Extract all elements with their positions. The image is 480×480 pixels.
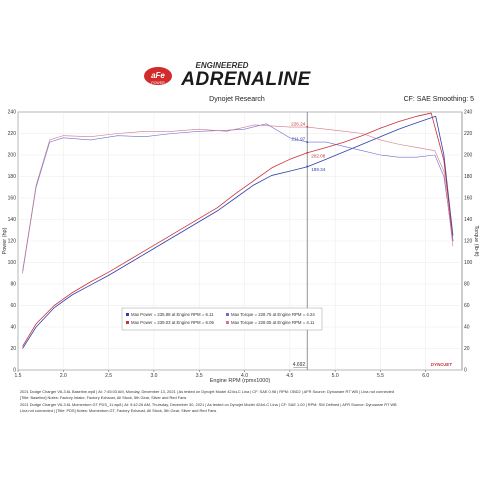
torque-curve-3 bbox=[22, 123, 454, 274]
cursor-value-label: 189.34 bbox=[311, 167, 325, 172]
legend-entry: Max Power = 235.88 at Engine RPM = 6.11 bbox=[131, 312, 214, 317]
dynojet-research-label: Dynojet Research bbox=[209, 96, 265, 103]
y-tick-label-right: 80 bbox=[464, 282, 470, 288]
legend-entry: Max Torque = 228.05 at Engine RPM = 4.11 bbox=[231, 320, 315, 325]
cursor-value-label: 211.97 bbox=[292, 137, 306, 142]
y-tick-label-right: 140 bbox=[464, 217, 473, 223]
afe-logo: aFe POWER bbox=[144, 67, 172, 85]
legend-swatch bbox=[126, 313, 129, 316]
x-tick-label: 2.5 bbox=[105, 373, 112, 379]
cursor: 4.692 226.24 211.97 202.08 189.34 bbox=[291, 112, 326, 370]
grid bbox=[17, 111, 462, 371]
y-tick-label-left: 220 bbox=[8, 131, 17, 137]
legend: Max Power = 235.88 at Engine RPM = 6.11 M… bbox=[121, 307, 323, 331]
legend-box bbox=[121, 307, 323, 331]
legend-swatch bbox=[226, 321, 229, 324]
y-tick-label-right: 200 bbox=[464, 153, 473, 159]
cursor-marker bbox=[306, 125, 309, 128]
y-tick-label-left: 100 bbox=[8, 260, 17, 266]
y-tick-label-left: 120 bbox=[8, 239, 17, 245]
y-tick-label-right: 180 bbox=[464, 174, 473, 180]
x-tick-label: 3.0 bbox=[150, 373, 157, 379]
x-tick-label: 3.5 bbox=[196, 373, 203, 379]
cursor-rpm-label: 4.692 bbox=[293, 362, 306, 368]
torque-curve-4 bbox=[22, 124, 454, 272]
y-tick-label-right: 20 bbox=[464, 346, 470, 352]
logo-sub: POWER bbox=[151, 81, 165, 85]
cursor-marker bbox=[306, 141, 309, 144]
y-tick-label-right: 120 bbox=[464, 239, 473, 245]
cursor-value-label: 226.24 bbox=[291, 121, 305, 126]
logo-text: aFe bbox=[151, 71, 165, 80]
x-tick-label: 4.5 bbox=[286, 373, 293, 379]
y-tick-label-left: 240 bbox=[8, 110, 17, 116]
run-footer: 2021 Dodge Charger V6-3.6L Baseline.wp8 … bbox=[20, 389, 397, 413]
y-tick-label-right: 160 bbox=[464, 196, 473, 202]
axes: 0 0 20 20 40 40 60 60 80 80 100 100 120 120 140 140 160 1… bbox=[8, 110, 473, 379]
legend-entry: Max Torque = 228.75 at Engine RPM = 4.24 bbox=[231, 312, 315, 317]
y-tick-label-left: 200 bbox=[8, 153, 17, 159]
cursor-marker bbox=[306, 151, 309, 154]
footer-line-1: 2021 Dodge Charger V6-3.6L Baseline.wp8 … bbox=[20, 389, 394, 394]
dynojet-watermark: DYNOJET bbox=[431, 362, 454, 367]
y-tick-label-left: 60 bbox=[10, 303, 16, 309]
x-tick-label: 4.0 bbox=[241, 373, 248, 379]
y-tick-label-left: 0 bbox=[13, 368, 16, 374]
y-tick-label-right: 220 bbox=[464, 131, 473, 137]
legend-entry: Max Power = 239.03 at Engine RPM = 6.06 bbox=[131, 320, 214, 325]
y-tick-label-right: 40 bbox=[464, 325, 470, 331]
y-axis-title-left: Power (hp) bbox=[2, 227, 8, 254]
cursor-value-label: 202.08 bbox=[311, 153, 325, 158]
x-tick-label: 5.0 bbox=[332, 373, 339, 379]
x-tick-label: 2.0 bbox=[60, 373, 67, 379]
series-lines bbox=[22, 112, 454, 349]
y-tick-label-left: 160 bbox=[8, 196, 17, 202]
legend-swatch bbox=[126, 321, 129, 324]
y-tick-label-left: 40 bbox=[10, 325, 16, 331]
footer-line-2: [Title: Baseline] Notes: Factory Intake,… bbox=[20, 395, 186, 400]
header: aFe POWER ENGINEERED ADRENALINE Dynojet … bbox=[144, 61, 474, 103]
x-axis-title: Engine RPM (rpmx1000) bbox=[210, 378, 271, 384]
legend-swatch bbox=[226, 313, 229, 316]
brand-top: ENGINEERED bbox=[196, 61, 249, 70]
y-tick-label-left: 180 bbox=[8, 174, 17, 180]
y-tick-label-right: 240 bbox=[464, 110, 473, 116]
y-tick-label-left: 140 bbox=[8, 217, 17, 223]
power-curve-2 bbox=[22, 112, 454, 347]
y-tick-label-right: 100 bbox=[464, 260, 473, 266]
x-tick-label: 5.5 bbox=[377, 373, 384, 379]
power-curve-1 bbox=[22, 115, 454, 349]
cf-smoothing-label: CF: SAE Smoothing: 5 bbox=[404, 96, 475, 103]
y-tick-label-left: 20 bbox=[10, 346, 16, 352]
y-axis-title-right: Torque (lb-ft) bbox=[473, 225, 479, 256]
y-tick-label-right: 60 bbox=[464, 303, 470, 309]
footer-line-3: 2021 Dodge Charger V6-3.6L Momentum GT P… bbox=[20, 402, 397, 407]
brand-main: ADRENALINE bbox=[180, 69, 311, 90]
y-tick-label-left: 80 bbox=[10, 282, 16, 288]
x-tick-label: 1.5 bbox=[15, 373, 22, 379]
x-tick-label: 6.0 bbox=[422, 373, 429, 379]
afe-logo-badge bbox=[144, 67, 172, 85]
y-tick-label-right: 0 bbox=[464, 368, 467, 374]
cursor-marker bbox=[306, 165, 309, 168]
footer-line-4: Lina not connected | [Title: PDS] Notes:… bbox=[20, 408, 216, 413]
